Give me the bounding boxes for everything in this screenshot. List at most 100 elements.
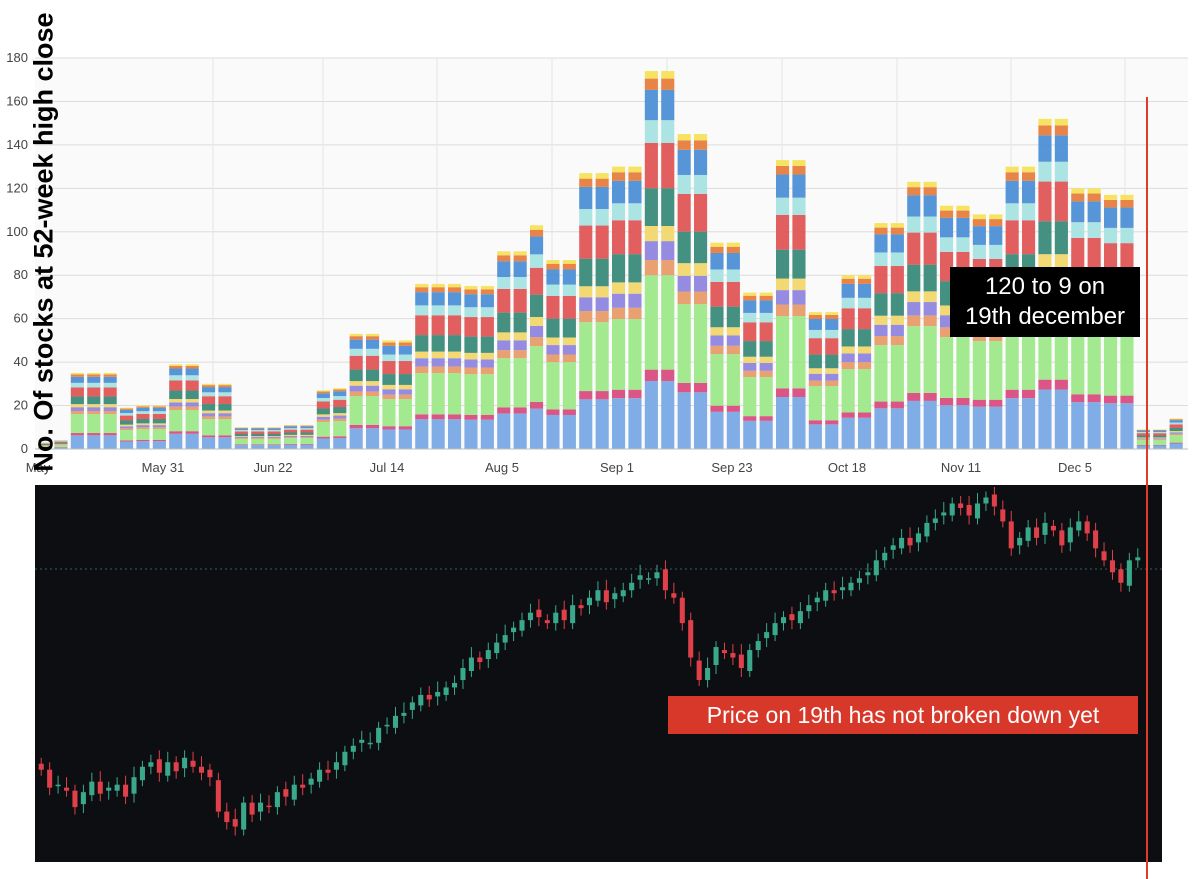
bar-segment	[366, 348, 380, 356]
bar-segment	[694, 140, 708, 150]
bar-segment	[677, 231, 691, 264]
bar-segment	[923, 291, 937, 303]
candle-body	[418, 694, 424, 706]
bar-segment	[497, 358, 511, 408]
bar-segment	[1169, 418, 1183, 420]
bar-segment	[70, 382, 84, 388]
bar-segment	[480, 289, 494, 295]
bar-segment	[497, 261, 511, 278]
bar-segment	[103, 387, 117, 397]
bar-segment	[579, 186, 593, 209]
bar-segment	[644, 188, 658, 226]
candle-body	[637, 575, 643, 580]
bar-segment	[923, 400, 937, 449]
bar-segment	[87, 376, 101, 383]
bar-segment	[710, 327, 724, 336]
x-tick-label: Dec 5	[1058, 460, 1092, 475]
bar-segment	[1087, 222, 1101, 238]
bar-segment	[694, 275, 708, 292]
bar-segment	[710, 242, 724, 247]
candle-body	[1101, 551, 1107, 561]
bar-segment	[776, 316, 790, 389]
bar-segment	[415, 351, 429, 359]
candle-body	[553, 612, 559, 624]
bar-segment	[38, 443, 52, 445]
bar-segment	[38, 445, 52, 447]
bar-segment	[1054, 181, 1068, 222]
y-tick-label: 100	[6, 224, 28, 239]
candle-body	[688, 620, 694, 658]
bar-segment	[202, 413, 216, 417]
bar-segment	[530, 325, 544, 338]
candle-body	[932, 518, 938, 523]
bar-segment	[1087, 188, 1101, 194]
bar-segment	[120, 407, 134, 409]
bar-segment	[431, 419, 445, 449]
bar-segment	[1038, 161, 1052, 182]
bar-segment	[366, 369, 380, 382]
bar-segment	[284, 434, 298, 436]
candle-body	[721, 650, 727, 654]
bar-segment	[595, 391, 609, 400]
bar-segment	[661, 142, 675, 189]
bar-segment	[218, 435, 232, 438]
bar-segment	[349, 333, 363, 337]
bar-segment	[202, 404, 216, 411]
bar-segment	[726, 335, 740, 346]
bar-segment	[464, 359, 478, 368]
bar-segment	[579, 208, 593, 226]
bar-segment	[710, 345, 724, 355]
bar-segment	[825, 318, 839, 330]
bar-segment	[1054, 135, 1068, 162]
bar-segment	[267, 437, 281, 439]
bar-segment	[890, 408, 904, 449]
bar-segment	[792, 165, 806, 175]
bar-segment	[628, 307, 642, 320]
bar-segment	[169, 431, 183, 434]
bar-segment	[874, 293, 888, 316]
candle-body	[367, 742, 373, 745]
candle-body	[941, 512, 947, 516]
bar-segment	[234, 445, 248, 449]
bar-segment	[726, 246, 740, 253]
bar-segment	[612, 389, 626, 399]
candle-body	[182, 757, 188, 769]
bar-segment	[792, 316, 806, 389]
candle-body	[384, 724, 390, 727]
candle-body	[114, 784, 120, 791]
x-tick-label: Oct 18	[828, 460, 866, 475]
bar-segment	[644, 241, 658, 261]
candle-body	[814, 597, 820, 603]
bar-segment	[513, 277, 527, 289]
bar-segment	[54, 440, 68, 442]
bar-segment	[726, 242, 740, 247]
bar-segment	[776, 396, 790, 449]
bar-segment	[431, 373, 445, 415]
bar-segment	[234, 431, 248, 435]
bar-segment	[1038, 181, 1052, 222]
bar-segment	[612, 203, 626, 221]
bar-segment	[464, 367, 478, 375]
bar-segment	[103, 396, 117, 405]
bar-segment	[70, 387, 84, 397]
bar-segment	[1153, 431, 1167, 434]
bar-segment	[251, 431, 265, 435]
bar-segment	[38, 446, 52, 448]
y-tick-label: 120	[6, 180, 28, 195]
candle-body	[595, 590, 601, 601]
bar-segment	[185, 402, 199, 407]
bar-segment	[1153, 438, 1167, 440]
bar-segment	[202, 416, 216, 420]
bar-segment	[530, 225, 544, 230]
bar-segment	[1136, 445, 1150, 449]
bar-segment	[743, 370, 757, 378]
candle-body	[1118, 569, 1124, 583]
candle-body	[1034, 527, 1040, 538]
bar-segment	[251, 437, 265, 439]
bar-segment	[267, 445, 281, 449]
bar-segment	[136, 411, 150, 414]
annotation-line-1: 120 to 9 on	[984, 273, 1106, 300]
bar-segment	[316, 438, 330, 449]
bar-segment	[300, 438, 314, 444]
bar-segment	[1022, 220, 1036, 255]
